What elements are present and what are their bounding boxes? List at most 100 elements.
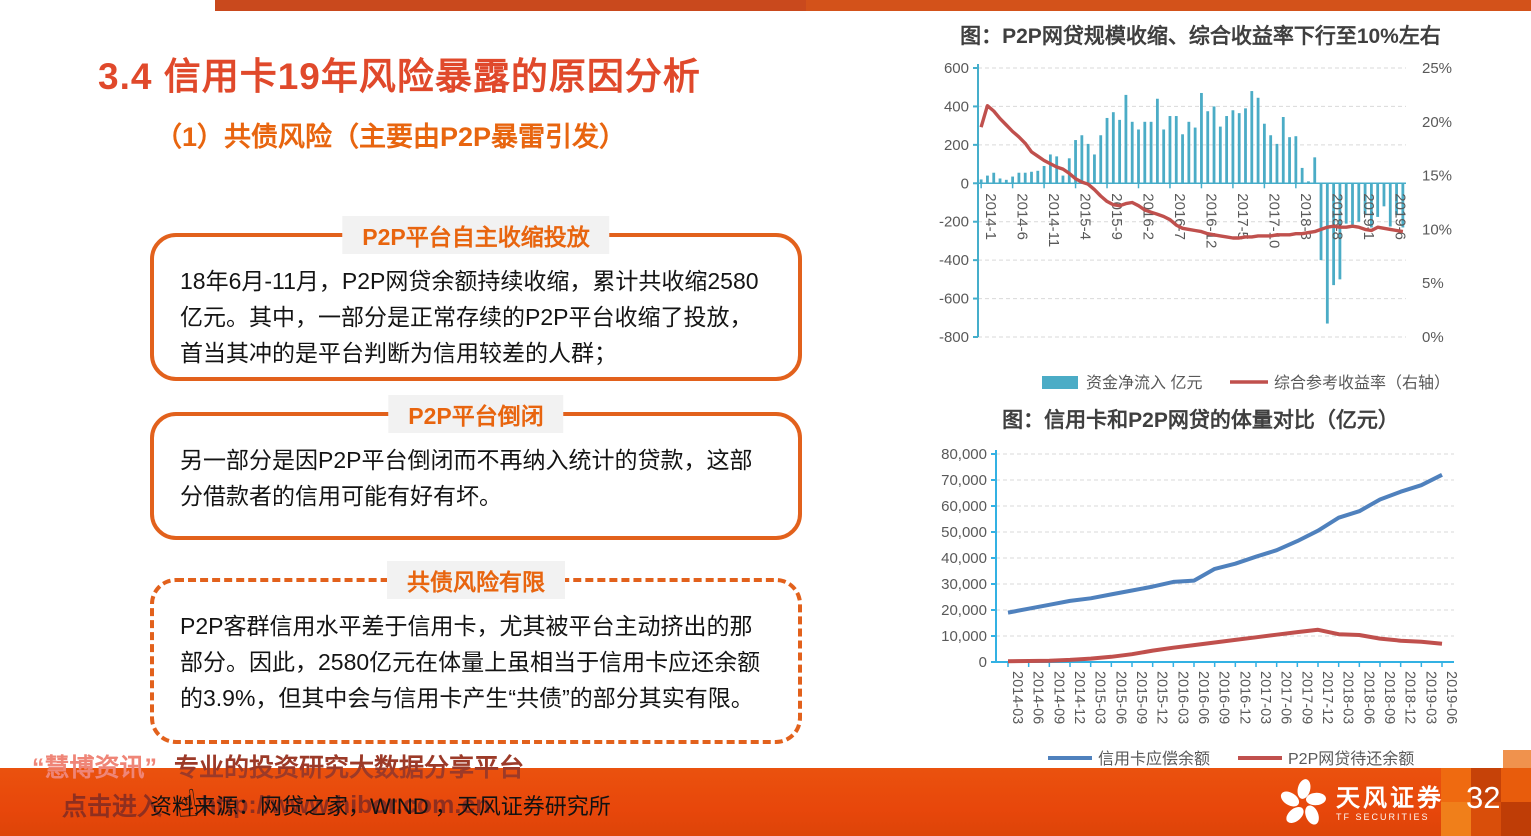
- svg-text:80,000: 80,000: [941, 446, 987, 463]
- callout-header: 共债风险有限: [387, 561, 565, 599]
- netflow-yield-chart-canvas: 600 400 200 0 -200 -400 -600 -800 25% 20% 15% 10% 5%…: [939, 60, 1452, 392]
- page-number: 32: [1466, 780, 1501, 815]
- mosaic-decoration: [1501, 802, 1531, 836]
- callout-box-p2p-closure: P2P平台倒闭 另一部分是因P2P平台倒闭而不再纳入统计的贷款，这部分借款者的信…: [150, 395, 802, 540]
- svg-text:-400: -400: [939, 252, 969, 269]
- page-title: 3.4 信用卡19年风险暴露的原因分析: [98, 56, 701, 97]
- svg-text:2019-06: 2019-06: [1443, 671, 1459, 724]
- svg-text:2015-4: 2015-4: [1077, 193, 1094, 240]
- svg-text:2016-06: 2016-06: [1195, 671, 1211, 724]
- top-accent-bar: [215, 0, 1531, 11]
- svg-text:2017-09: 2017-09: [1298, 671, 1314, 724]
- svg-text:20,000: 20,000: [941, 602, 987, 619]
- balance-compare-chart-canvas: 80,000 70,000 60,000 50,000 40,000 30,000 20,0…: [941, 446, 1459, 768]
- svg-text:-600: -600: [939, 291, 969, 308]
- svg-text:2014-1: 2014-1: [982, 193, 999, 240]
- svg-text:2018-8: 2018-8: [1328, 193, 1345, 240]
- mosaic-decoration: [1501, 768, 1531, 802]
- svg-text:200: 200: [944, 137, 969, 154]
- tf-securities-logo: 天风证券 TF SECURITIES: [1280, 779, 1444, 829]
- svg-text:2014-06: 2014-06: [1030, 671, 1046, 724]
- watermark-hibor-link: 点击进入 ☝ http://www.hibor.com.cn: [62, 783, 491, 828]
- svg-text:-200: -200: [939, 214, 969, 231]
- callout-header: P2P平台倒闭: [388, 395, 564, 433]
- svg-text:2016-2: 2016-2: [1140, 193, 1157, 240]
- svg-text:2015-12: 2015-12: [1154, 671, 1170, 724]
- top-accent-bar-segment: [806, 0, 1531, 11]
- svg-text:25%: 25%: [1422, 60, 1452, 77]
- x-axis-ticks: 2014-1 2014-6 2014-11 2015-4 2015-9 2016-2 201…: [980, 183, 1408, 248]
- svg-text:2019-03: 2019-03: [1422, 671, 1438, 724]
- svg-text:0: 0: [979, 654, 987, 671]
- watermark-tagline-text: 专业的投资研究大数据分享平台: [173, 754, 524, 782]
- svg-text:15%: 15%: [1422, 168, 1452, 185]
- svg-text:2018-06: 2018-06: [1360, 671, 1376, 724]
- tf-flower-icon: [1280, 779, 1326, 825]
- tf-logo-en: TF SECURITIES: [1336, 812, 1430, 822]
- tf-logo-cn: 天风证券: [1336, 785, 1444, 812]
- svg-text:2018-12: 2018-12: [1402, 671, 1418, 724]
- svg-text:10,000: 10,000: [941, 628, 987, 645]
- x-axis-ticks: 2014-03 2014-06 2014-09 2014-12 2015-03 2015-…: [1007, 662, 1459, 724]
- line-series-1: [1007, 627, 1443, 664]
- svg-text:10%: 10%: [1422, 221, 1452, 238]
- svg-text:2015-9: 2015-9: [1108, 193, 1125, 240]
- svg-text:2017-10: 2017-10: [1265, 193, 1282, 248]
- svg-text:-800: -800: [939, 329, 969, 346]
- chart-p2p-netflow-yield: 图：P2P网贷规模收缩、综合收益率下行至10%左右 600 400 200 0 -200…: [930, 20, 1471, 402]
- svg-text:2018-03: 2018-03: [1340, 671, 1356, 724]
- mosaic-decoration: [1503, 750, 1531, 768]
- svg-text:2014-6: 2014-6: [1014, 193, 1031, 240]
- chart-title: 图：信用卡和P2P网贷的体量对比（亿元）: [1002, 409, 1399, 432]
- watermark-url-link[interactable]: http://www.hibor.com.cn: [201, 790, 491, 819]
- svg-text:2016-12: 2016-12: [1236, 671, 1252, 724]
- svg-text:2016-09: 2016-09: [1216, 671, 1232, 724]
- page-subtitle: （1）共债风险（主要由P2P暴雷引发）: [155, 122, 627, 152]
- svg-text:2017-12: 2017-12: [1319, 671, 1335, 724]
- svg-text:2014-09: 2014-09: [1050, 671, 1066, 724]
- svg-text:2017-03: 2017-03: [1257, 671, 1273, 724]
- svg-text:信用卡应偿余额: 信用卡应偿余额: [1098, 749, 1210, 768]
- svg-text:2016-03: 2016-03: [1174, 671, 1190, 724]
- yield-line-series: [979, 104, 1404, 240]
- svg-text:50,000: 50,000: [941, 524, 987, 541]
- callout-body: 另一部分是因P2P平台倒闭而不再纳入统计的贷款，这部分借款者的信用可能有好有坏。: [180, 447, 753, 509]
- callout-body: 18年6月-11月，P2P网贷余额持续收缩，累计共收缩2580亿元。其中，一部分…: [180, 268, 759, 366]
- svg-text:P2P网贷待还余额: P2P网贷待还余额: [1288, 749, 1414, 768]
- svg-text:2014-03: 2014-03: [1009, 671, 1025, 724]
- mosaic-decoration: [1441, 802, 1471, 836]
- svg-text:资金净流入 亿元: 资金净流入 亿元: [1086, 374, 1202, 392]
- svg-text:600: 600: [944, 60, 969, 77]
- svg-text:2014-11: 2014-11: [1045, 193, 1062, 247]
- chart-legend: 信用卡应偿余额 P2P网贷待还余额: [1048, 749, 1414, 768]
- source-note: 资料来源：网贷之家，WIND ，天风证券研究所: [150, 794, 611, 819]
- callout-box-p2p-self-shrink: P2P平台自主收缩投放 18年6月-11月，P2P网贷余额持续收缩，累计共收缩2…: [150, 216, 802, 381]
- svg-text:2017-5: 2017-5: [1234, 193, 1251, 240]
- svg-text:5%: 5%: [1422, 275, 1444, 292]
- svg-text:2018-09: 2018-09: [1381, 671, 1397, 724]
- watermark-click-text: 点击进入: [62, 793, 163, 821]
- svg-text:70,000: 70,000: [941, 472, 987, 489]
- svg-text:2018-3: 2018-3: [1297, 193, 1314, 240]
- svg-text:2014-12: 2014-12: [1071, 671, 1087, 724]
- mosaic-decoration: [1441, 768, 1471, 802]
- watermark-brand-text: “慧博资讯”: [32, 754, 158, 782]
- chart-creditcard-vs-p2p: 图：信用卡和P2P网贷的体量对比（亿元） 80,000 70,000 60,000 5…: [930, 404, 1471, 768]
- svg-text:2016-12: 2016-12: [1202, 193, 1219, 248]
- callout-body: P2P客群信用水平差于信用卡，尤其被平台主动挤出的那部分。因此，2580亿元在体…: [180, 613, 761, 711]
- watermark-hibor-brand: “慧博资讯” 专业的投资研究大数据分享平台: [32, 748, 524, 784]
- chart-title: 图：P2P网贷规模收缩、综合收益率下行至10%左右: [960, 25, 1441, 48]
- svg-text:2019-6: 2019-6: [1391, 193, 1408, 240]
- mosaic-decoration: [1471, 768, 1501, 802]
- chart-legend: 资金净流入 亿元 综合参考收益率（右轴）: [1042, 374, 1450, 392]
- svg-text:2015-09: 2015-09: [1133, 671, 1149, 724]
- svg-text:2017-06: 2017-06: [1278, 671, 1294, 724]
- svg-text:400: 400: [944, 98, 969, 115]
- svg-text:2015-03: 2015-03: [1092, 671, 1108, 724]
- svg-text:20%: 20%: [1422, 114, 1452, 131]
- mosaic-decoration: [1471, 802, 1501, 836]
- svg-text:综合参考收益率（右轴）: 综合参考收益率（右轴）: [1274, 374, 1450, 392]
- svg-text:0%: 0%: [1422, 329, 1444, 346]
- svg-text:2016-7: 2016-7: [1171, 193, 1188, 240]
